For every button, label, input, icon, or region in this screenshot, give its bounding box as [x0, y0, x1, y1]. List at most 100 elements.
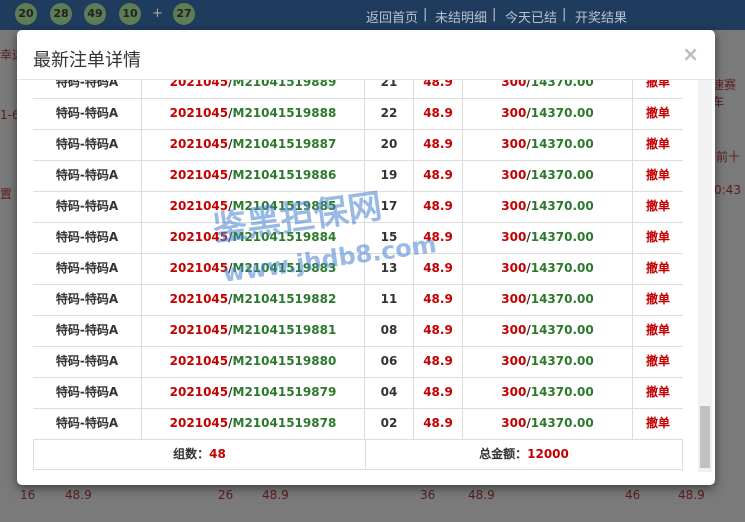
odds: 48.9 — [413, 80, 462, 98]
stake: 300 — [501, 354, 527, 368]
separator: / — [526, 199, 531, 213]
separator: / — [526, 323, 531, 337]
order-id: M21041519885 — [232, 199, 337, 213]
close-button[interactable]: × — [682, 42, 699, 66]
odds: 48.9 — [413, 377, 462, 408]
ball: 10 — [119, 3, 141, 25]
table-cell: 300/14370.00 — [462, 346, 632, 377]
order-id: M21041519882 — [232, 292, 337, 306]
payout: 14370.00 — [530, 168, 594, 182]
table-cell: 2021045/M21041519879 — [141, 377, 364, 408]
stake: 300 — [501, 261, 527, 275]
separator: / — [228, 354, 233, 368]
separator: / — [228, 168, 233, 182]
background-text: 1-6 — [0, 108, 20, 122]
payout: 14370.00 — [530, 323, 594, 337]
cancel-button[interactable]: 撤单 — [632, 222, 683, 253]
nav-separator: | — [562, 7, 567, 22]
table-cell: 300/14370.00 — [462, 80, 632, 98]
issue: 2021045 — [169, 354, 229, 368]
scroll-thumb[interactable] — [700, 406, 710, 468]
background-text: 48.9 — [468, 488, 495, 502]
cancel-button[interactable]: 撤单 — [632, 80, 683, 98]
number: 15 — [364, 222, 413, 253]
table-row: 特码-特码A 2021045/M21041519884 15 48.9 300/1437… — [33, 222, 683, 254]
nav-link[interactable]: 开奖结果 — [575, 11, 628, 26]
nav-separator: | — [492, 7, 497, 22]
play: 特码-特码A — [55, 168, 119, 182]
order-id: M21041519887 — [232, 137, 337, 151]
number: 08 — [364, 315, 413, 346]
play: 特码-特码A — [55, 137, 119, 151]
number: 17 — [364, 191, 413, 222]
separator: / — [526, 416, 531, 430]
cancel-button[interactable]: 撤单 — [632, 315, 683, 346]
cancel-button[interactable]: 撤单 — [632, 346, 683, 377]
issue: 2021045 — [169, 416, 229, 430]
top-bar: 20 28 49 10 +27 返回首页 | 未结明细 | 今天已结 | 开奖结果 — [0, 0, 745, 30]
table-cell: 2021045/M21041519889 — [141, 80, 364, 98]
cancel-button[interactable]: 撤单 — [632, 408, 683, 439]
separator: / — [228, 323, 233, 337]
stake: 300 — [501, 106, 527, 120]
cancel-button[interactable]: 撤单 — [632, 129, 683, 160]
scrollbar[interactable] — [698, 80, 712, 472]
table-row: 特码-特码A 2021045/M21041519883 13 48.9 300/1437… — [33, 253, 683, 285]
total-cell: 总金额：12000 — [365, 440, 682, 469]
odds: 48.9 — [413, 284, 462, 315]
stake: 300 — [501, 199, 527, 213]
table-cell: 2021045/M21041519880 — [141, 346, 364, 377]
odds: 48.9 — [413, 253, 462, 284]
count: 48 — [209, 447, 226, 461]
plus: + — [152, 6, 163, 21]
separator: / — [228, 137, 233, 151]
background-text: 46 — [625, 488, 641, 502]
table-row: 特码-特码A 2021045/M21041519886 19 48.9 300/1437… — [33, 160, 683, 192]
stake: 300 — [501, 323, 527, 337]
play: 特码-特码A — [55, 199, 119, 213]
table-cell: 2021045/M21041519882 — [141, 284, 364, 315]
payout: 14370.00 — [530, 230, 594, 244]
order-id: M21041519881 — [232, 323, 337, 337]
table-cell: 2021045/M21041519883 — [141, 253, 364, 284]
total-label: 总金额： — [479, 447, 528, 461]
payout: 14370.00 — [530, 137, 594, 151]
table-cell: 2021045/M21041519887 — [141, 129, 364, 160]
cancel-button[interactable]: 撤单 — [632, 284, 683, 315]
number: 21 — [364, 80, 413, 98]
nav-link[interactable]: 未结明细 — [435, 11, 488, 26]
separator: / — [526, 230, 531, 244]
nav-link[interactable]: 今天已结 — [505, 11, 558, 26]
stake: 300 — [501, 168, 527, 182]
cancel-button[interactable]: 撤单 — [632, 253, 683, 284]
cancel-button[interactable]: 撤单 — [632, 377, 683, 408]
nav-link[interactable]: 返回首页 — [366, 11, 419, 26]
table-row: 特码-特码A 2021045/M21041519889 21 48.9 300/1437… — [33, 80, 683, 99]
background-text: 置 — [0, 187, 13, 201]
table-cell: 2021045/M21041519886 — [141, 160, 364, 191]
table-cell: 300/14370.00 — [462, 129, 632, 160]
separator: / — [526, 80, 531, 89]
order-id: M21041519886 — [232, 168, 337, 182]
modal: 最新注单详情 × 特码-特码A 2021045/M21041519889 21 48.… — [17, 30, 715, 485]
table-row: 特码-特码A 2021045/M21041519888 22 48.9 300/1437… — [33, 98, 683, 130]
cancel-button[interactable]: 撤单 — [632, 191, 683, 222]
count-label: 组数： — [173, 447, 210, 461]
table-cell: 2021045/M21041519885 — [141, 191, 364, 222]
table-footer: 组数：48 总金额：12000 — [33, 439, 683, 470]
cancel-button[interactable]: 撤单 — [632, 98, 683, 129]
table-cell: 2021045/M21041519888 — [141, 98, 364, 129]
separator: / — [526, 354, 531, 368]
play: 特码-特码A — [55, 292, 119, 306]
issue: 2021045 — [169, 80, 229, 89]
stake: 300 — [501, 292, 527, 306]
play: 特码-特码A — [55, 416, 119, 430]
order-id: M21041519883 — [232, 261, 337, 275]
table-row: 特码-特码A 2021045/M21041519879 04 48.9 300/1437… — [33, 377, 683, 409]
table-cell: 300/14370.00 — [462, 222, 632, 253]
number: 13 — [364, 253, 413, 284]
separator: / — [228, 230, 233, 244]
cancel-button[interactable]: 撤单 — [632, 160, 683, 191]
number: 06 — [364, 346, 413, 377]
play: 特码-特码A — [55, 106, 119, 120]
